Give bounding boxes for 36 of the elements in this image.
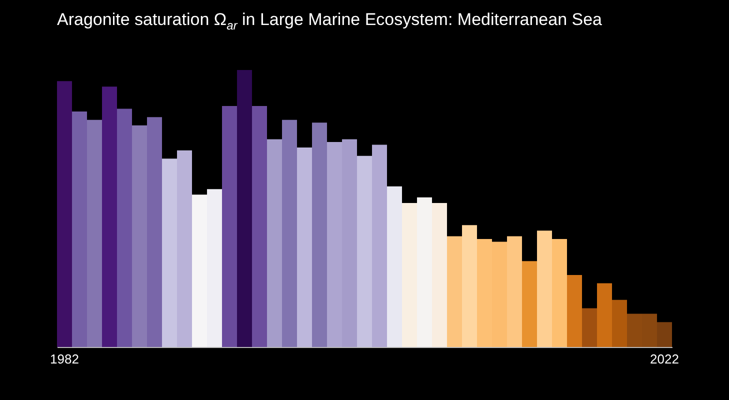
chart-title: Aragonite saturation Ω$_{ar}$ in Large Marine Ecosystem: Mediterranean Sea bbox=[57, 10, 602, 32]
bar bbox=[117, 108, 132, 347]
bar bbox=[252, 106, 267, 347]
bar bbox=[177, 150, 192, 347]
bar bbox=[237, 70, 252, 347]
bar bbox=[582, 308, 597, 347]
bar bbox=[87, 120, 102, 347]
bar bbox=[552, 238, 567, 347]
bar bbox=[432, 202, 447, 347]
x-tick-label: 2022 bbox=[650, 352, 679, 366]
x-tick-label: 1982 bbox=[50, 352, 79, 366]
bar bbox=[162, 158, 177, 347]
bar bbox=[657, 322, 672, 347]
bar bbox=[72, 112, 87, 347]
bar bbox=[567, 274, 582, 347]
bar bbox=[222, 106, 237, 347]
bar bbox=[132, 125, 147, 347]
bar bbox=[537, 230, 552, 347]
bar bbox=[357, 156, 372, 347]
bar bbox=[267, 139, 282, 347]
bar bbox=[57, 81, 72, 347]
bar bbox=[507, 236, 522, 347]
bar bbox=[417, 197, 432, 347]
bar bbox=[387, 186, 402, 347]
bar bbox=[612, 300, 627, 347]
bar bbox=[597, 283, 612, 347]
bar bbox=[522, 261, 537, 347]
bar bbox=[447, 236, 462, 347]
bar bbox=[147, 117, 162, 347]
bar bbox=[297, 148, 312, 347]
bar bbox=[312, 122, 327, 347]
bar bbox=[102, 86, 117, 347]
bar bbox=[282, 120, 297, 347]
bar bbox=[372, 144, 387, 347]
bar bbox=[402, 202, 417, 347]
bar bbox=[462, 225, 477, 347]
